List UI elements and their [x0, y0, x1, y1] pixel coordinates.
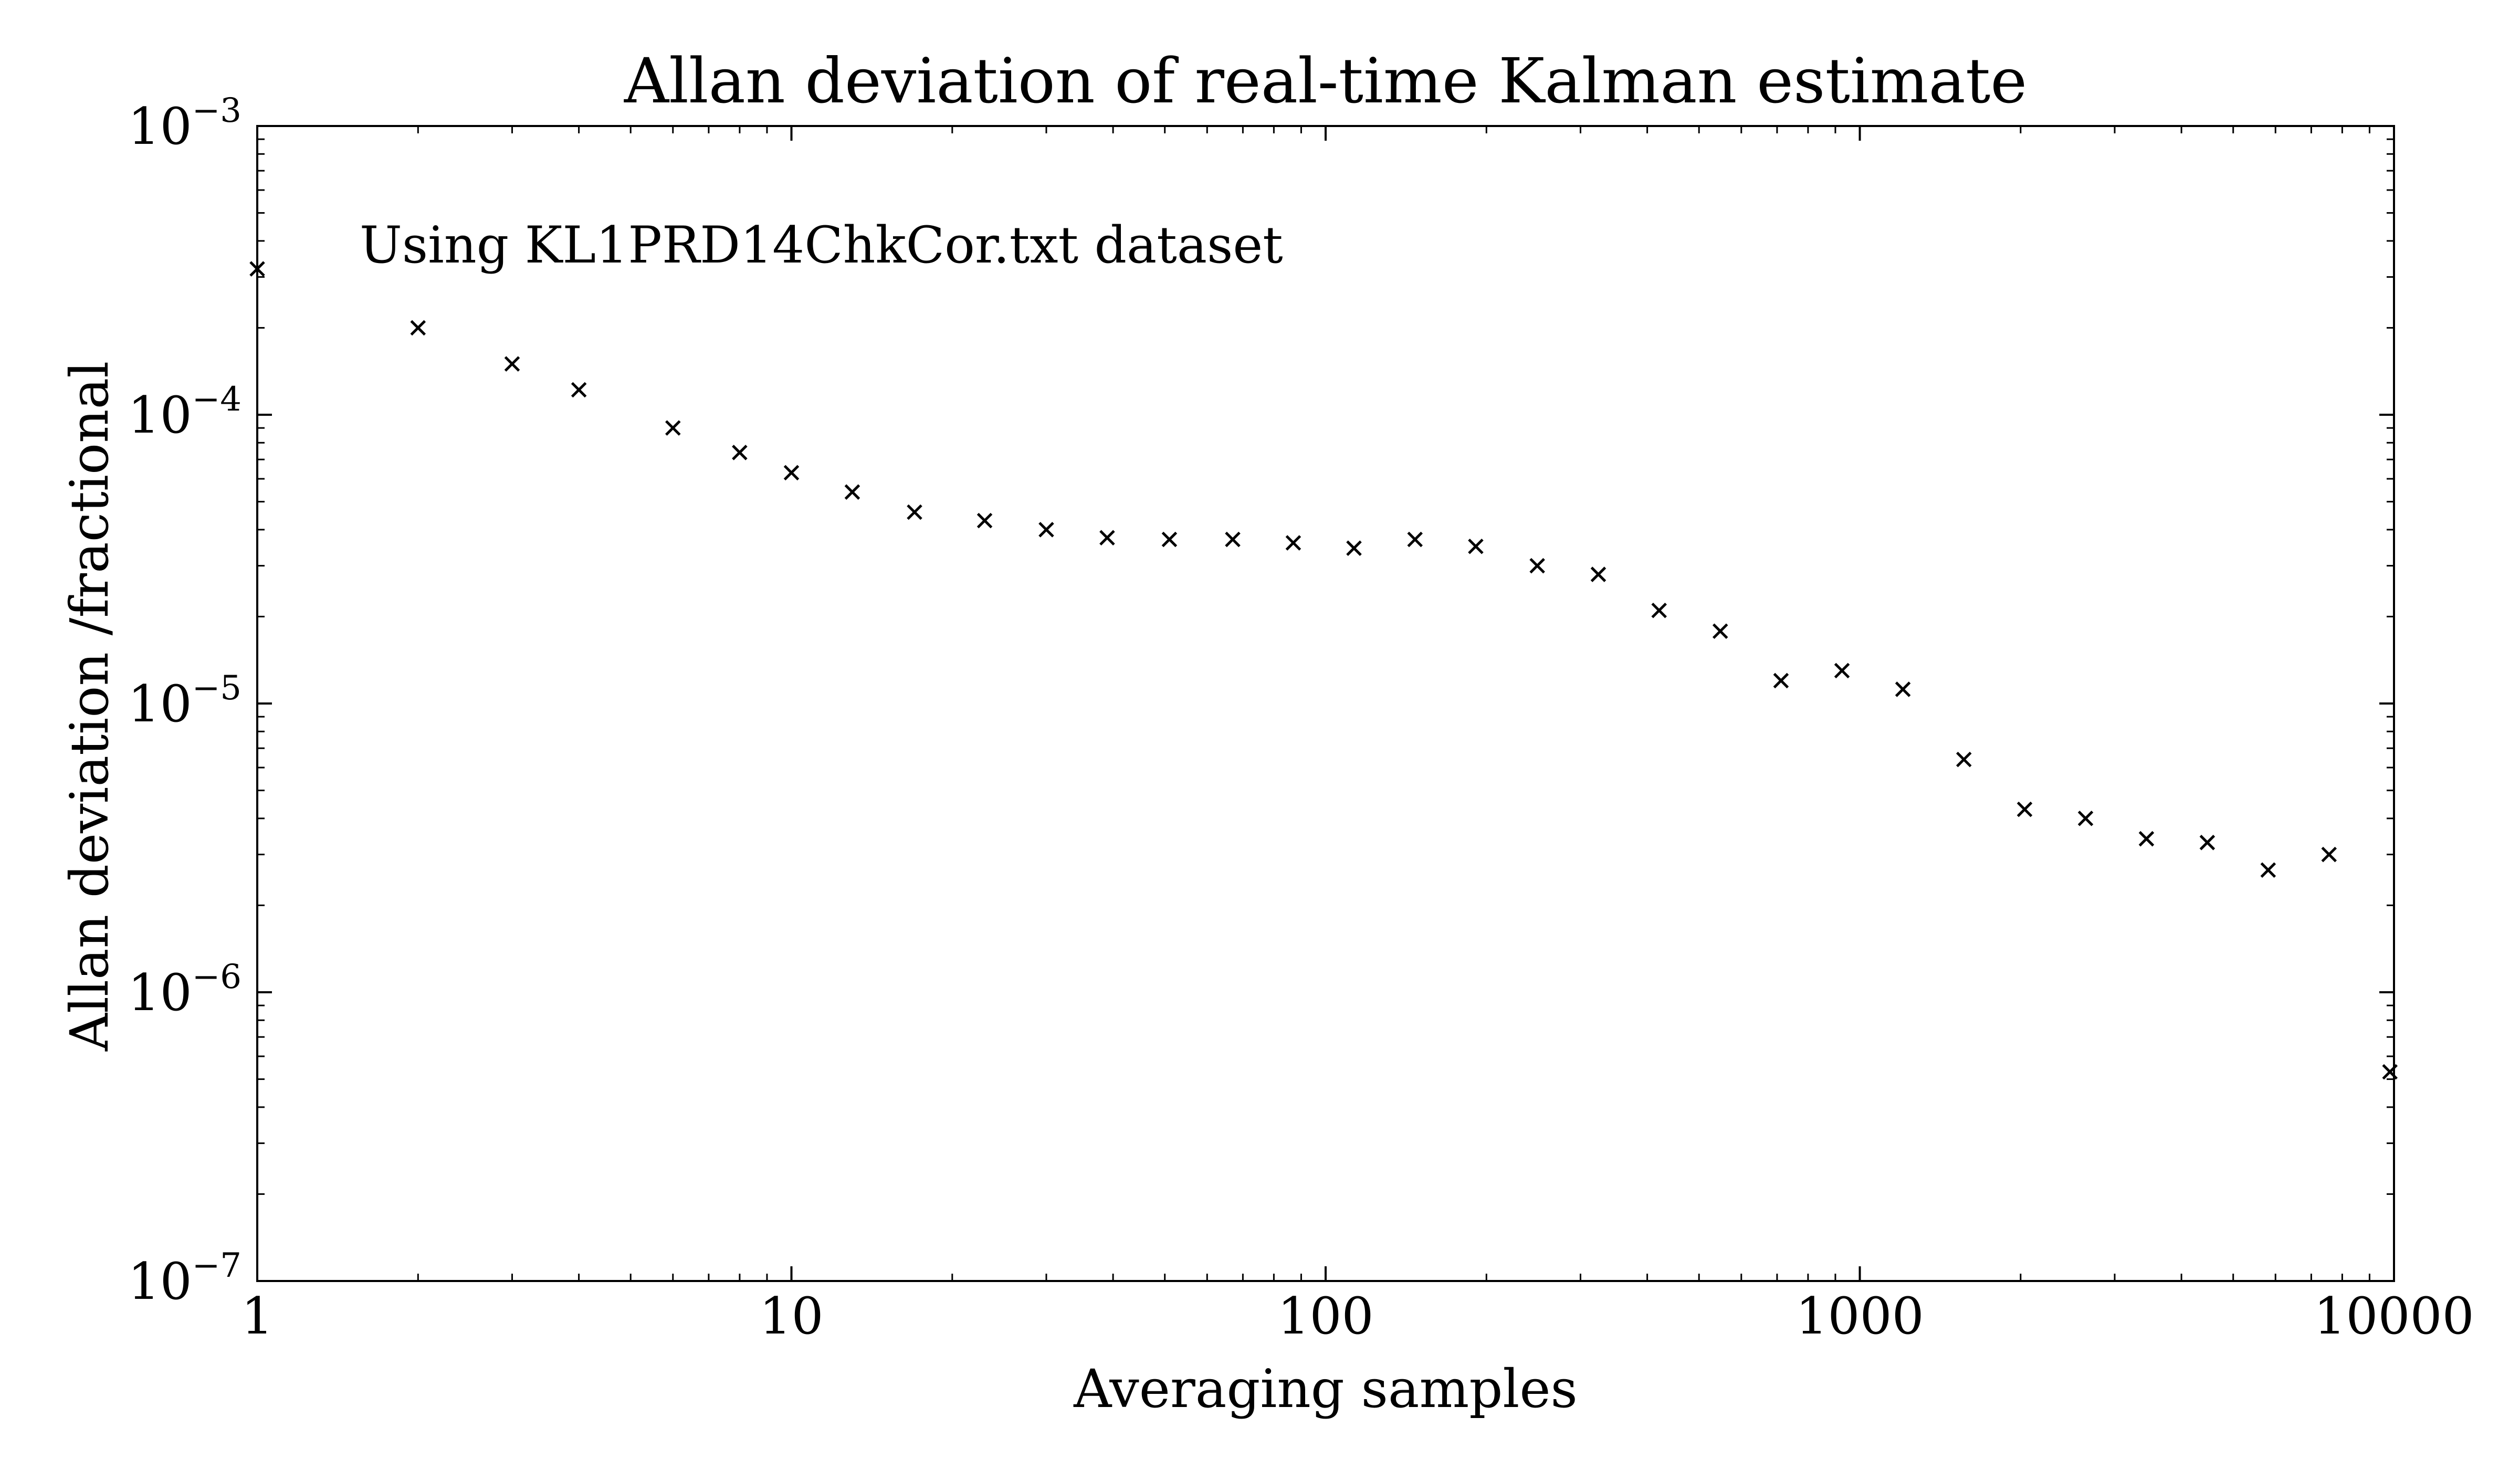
data-point-stroke — [1346, 540, 1362, 556]
data-markers — [249, 261, 2398, 1080]
y-tick-label: 10−5 — [128, 669, 242, 733]
data-point-stroke — [1956, 751, 1972, 768]
data-point — [1468, 538, 1484, 554]
data-point-stroke — [2077, 811, 2094, 826]
data-point — [783, 465, 800, 481]
data-point-stroke — [1651, 603, 1667, 618]
data-point — [1038, 522, 1054, 538]
y-tick-label: 10−7 — [128, 1246, 242, 1311]
data-point — [1285, 535, 1301, 551]
data-point — [1651, 603, 1667, 618]
data-point — [2138, 831, 2155, 847]
data-point-stroke — [783, 465, 800, 481]
data-point — [1590, 566, 1606, 582]
data-point-stroke — [1712, 623, 1728, 639]
data-point-stroke — [844, 484, 860, 500]
data-point-stroke — [2199, 835, 2216, 850]
data-point — [2077, 811, 2094, 826]
data-point-stroke — [1529, 558, 1545, 574]
y-tick-label: 10−4 — [128, 380, 242, 445]
dataset-annotation: Using KL1PRD14ChkCor.txt dataset — [360, 216, 1283, 275]
x-tick-label: 100 — [1277, 1287, 1373, 1346]
x-tick-label: 1000 — [1796, 1287, 1924, 1346]
x-tick-label: 1 — [241, 1287, 273, 1346]
data-point — [1895, 681, 1911, 697]
chart-title: Allan deviation of real-time Kalman esti… — [624, 45, 2027, 117]
data-point — [1099, 530, 1115, 546]
x-tick-label: 10000 — [2314, 1287, 2474, 1346]
data-point — [2321, 846, 2337, 863]
data-point — [1529, 558, 1545, 574]
data-point-stroke — [1407, 531, 1423, 548]
data-point-stroke — [2017, 801, 2033, 817]
data-point-stroke — [1099, 530, 1115, 546]
data-point — [844, 484, 860, 500]
data-point-stroke — [1773, 673, 1789, 689]
data-point-stroke — [2138, 831, 2155, 847]
x-tick-label: 10 — [759, 1287, 823, 1346]
data-point — [2199, 835, 2216, 850]
data-point-stroke — [1468, 538, 1484, 554]
data-point — [732, 445, 748, 460]
data-point — [571, 382, 587, 398]
data-point-stroke — [1895, 681, 1911, 697]
data-point — [2260, 862, 2276, 878]
data-point-stroke — [2321, 846, 2337, 863]
data-point — [2017, 801, 2033, 817]
x-axis-label: Averaging samples — [1073, 1358, 1578, 1420]
plot-frame — [256, 125, 2395, 1282]
data-point-stroke — [504, 356, 520, 372]
data-point-stroke — [976, 512, 993, 529]
data-point — [1773, 673, 1789, 689]
data-point — [1346, 540, 1362, 556]
data-point-stroke — [665, 420, 681, 436]
data-point-stroke — [1038, 522, 1054, 538]
data-point-stroke — [1285, 535, 1301, 551]
y-tick-label: 10−6 — [128, 958, 242, 1022]
data-point — [1834, 663, 1850, 679]
data-point — [665, 420, 681, 436]
data-point — [1956, 751, 1972, 768]
data-point — [976, 512, 993, 529]
data-point-stroke — [2260, 862, 2276, 878]
y-tick-label: 10−3 — [128, 91, 242, 156]
data-point-stroke — [907, 504, 922, 520]
y-axis-label: Allan deviation /fractional — [59, 361, 120, 1052]
data-point-stroke — [732, 445, 748, 460]
data-point-stroke — [1590, 566, 1606, 582]
data-point — [1407, 531, 1423, 548]
data-point-stroke — [1834, 663, 1850, 679]
data-point-stroke — [571, 382, 587, 398]
data-point-stroke — [1161, 531, 1178, 548]
data-point-stroke — [1225, 531, 1241, 548]
data-point — [504, 356, 520, 372]
axis-tick-labels: 1 10 100 1000 10000 10−7 10−6 10−5 10−4 10−3 — [128, 91, 2474, 1346]
data-point — [1712, 623, 1728, 639]
data-point — [907, 504, 922, 520]
data-point-stroke — [410, 320, 426, 336]
data-point — [1161, 531, 1178, 548]
data-point — [1225, 531, 1241, 548]
axis-ticks — [256, 125, 2395, 1282]
data-point — [410, 320, 426, 336]
